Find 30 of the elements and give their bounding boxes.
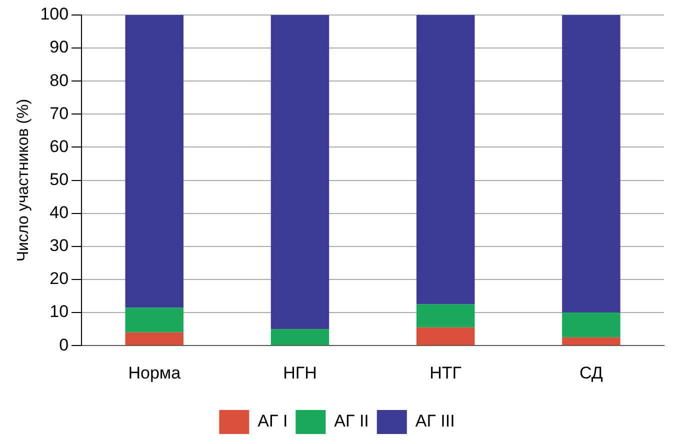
- bar: [416, 304, 475, 328]
- bar: [125, 308, 184, 332]
- y-tick-label: 0: [59, 335, 69, 354]
- x-tick-label: НТГ: [430, 363, 462, 382]
- bar: [125, 15, 184, 308]
- bar: [270, 15, 330, 330]
- legend-label: АГ I: [258, 412, 288, 431]
- y-tick-label: 10: [50, 302, 69, 322]
- x-tick-label: Норма: [128, 363, 182, 382]
- x-tick-label: НГН: [283, 363, 317, 382]
- y-tick-label: 90: [50, 38, 69, 57]
- bar: [562, 312, 620, 338]
- y-tick-label: 20: [50, 269, 69, 288]
- y-tick-label: 50: [50, 170, 69, 189]
- legend-label: АГ II: [334, 412, 369, 431]
- bar: [125, 332, 184, 346]
- y-tick-label: 30: [50, 236, 69, 256]
- y-tick-label: 60: [50, 136, 69, 156]
- y-axis-title: Число участников (%): [15, 98, 32, 262]
- bar: [562, 15, 620, 313]
- legend-label: АГ III: [415, 412, 455, 431]
- bar: [416, 327, 475, 346]
- y-tick-label: 100: [40, 4, 69, 24]
- bar: [562, 337, 620, 346]
- y-tick-label: 80: [50, 70, 69, 90]
- bar: [416, 15, 475, 304]
- y-tick-label: 40: [50, 203, 69, 222]
- y-tick-label: 70: [50, 104, 69, 123]
- x-tick-label: СД: [579, 363, 604, 382]
- bar: [270, 329, 330, 346]
